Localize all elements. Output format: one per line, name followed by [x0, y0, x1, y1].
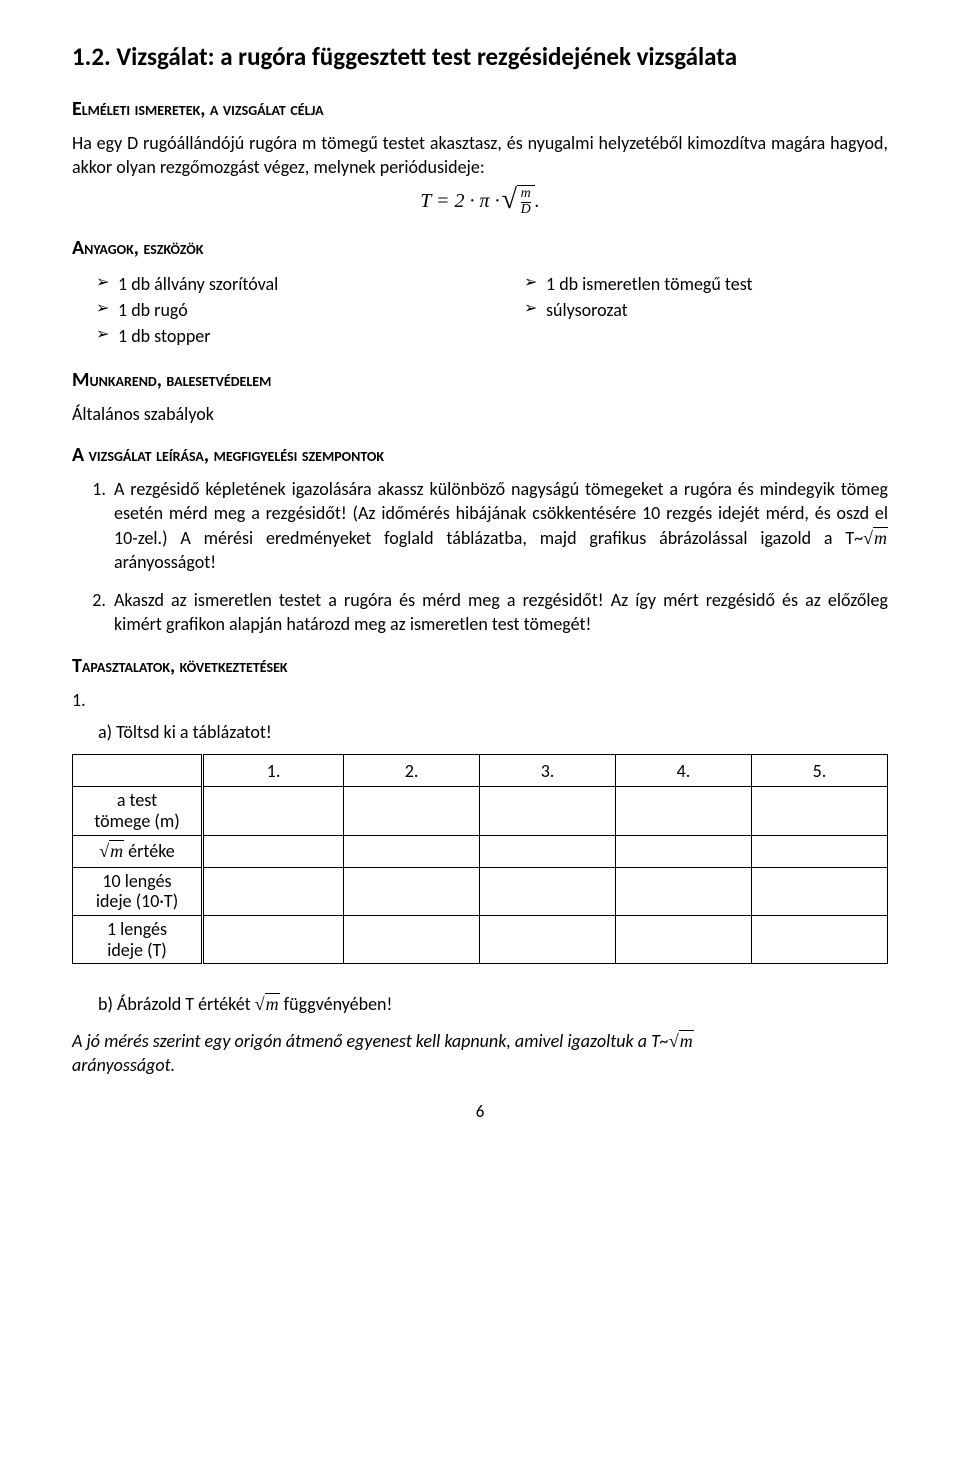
data-table-wrap: 1. 2. 3. 4. 5. a test tömege (m) √m érté… [72, 754, 888, 964]
table-cell[interactable] [480, 787, 616, 835]
col-header: 2. [344, 755, 480, 787]
theory-paragraph: Ha egy D rugóállándójú rugóra m tömegű t… [72, 131, 888, 180]
rh-line2: tömege (m) [94, 810, 179, 832]
sqrt-m-inline: √m [863, 527, 888, 548]
sqrt-expression: √ m D [505, 185, 535, 218]
fraction-numerator: m [521, 187, 531, 202]
page-title: 1.2. Vizsgálat: a rugóra függesztett tes… [72, 40, 888, 74]
page-number: 6 [72, 1101, 888, 1124]
desc-item-1: A rezgésidő képletének igazolására akass… [110, 477, 888, 574]
table-cell[interactable] [751, 787, 887, 835]
list-item: 1 db állvány szorítóval [96, 272, 460, 296]
desc-item-1-tail: arányosságot! [114, 551, 216, 573]
table-cell[interactable] [751, 916, 887, 964]
row-header: a test tömege (m) [73, 787, 203, 835]
row-header: √m értéke [73, 835, 203, 867]
fraction-denominator: D [521, 202, 531, 218]
col-header: 1. [203, 755, 344, 787]
table-cell[interactable] [203, 916, 344, 964]
rh-line2: ideje (T) [107, 939, 167, 961]
closing-paragraph: A jó mérés szerint egy origón átmenő egy… [72, 1029, 888, 1078]
col-header: 4. [616, 755, 752, 787]
formula-tail: . [535, 190, 540, 212]
heading-description: A vizsgálat leírása, megfigyelési szempo… [72, 442, 888, 469]
closing-pre: A jó mérés szerint egy origón átmenő egy… [72, 1030, 669, 1052]
table-cell[interactable] [344, 867, 480, 915]
rh-line1: 1 lengés [107, 918, 167, 940]
col-header: 5. [751, 755, 887, 787]
table-cell[interactable] [616, 867, 752, 915]
list-item: 1 db rugó [96, 298, 460, 322]
table-cell[interactable] [344, 787, 480, 835]
sqrt-m-inline: √m [99, 840, 124, 861]
heading-theory: Elméleti ismeretek, a vizsgálat célja [72, 96, 888, 123]
table-cell[interactable] [751, 867, 887, 915]
rh-line1: a test [117, 789, 157, 811]
heading-safety: Munkarend, balesetvédelem [72, 367, 888, 394]
table-corner [73, 755, 203, 787]
table-cell[interactable] [616, 835, 752, 867]
row-header: 1 lengés ideje (T) [73, 916, 203, 964]
rh-line2: ideje (10·T) [96, 890, 178, 912]
desc-item-1-text: A rezgésidő képletének igazolására akass… [114, 478, 888, 549]
description-list: A rezgésidő képletének igazolására akass… [72, 477, 888, 637]
col-header: 3. [480, 755, 616, 787]
table-cell[interactable] [344, 916, 480, 964]
rh-line2: értéke [124, 840, 175, 862]
list-item: 1 db ismeretlen tömegű test [524, 272, 888, 296]
results-b-pre: b) Ábrázold T értékét [98, 993, 255, 1015]
results-b: b) Ábrázold T értékét √m függvényében! [98, 992, 888, 1016]
desc-item-2: Akaszd az ismeretlen testet a rugóra és … [110, 588, 888, 637]
sqrt-m-inline: √m [669, 1030, 694, 1051]
results-number: 1. [72, 688, 888, 712]
results-a: a) Töltsd ki a táblázatot! [98, 720, 888, 744]
heading-results: Tapasztalatok, következtetések [72, 653, 888, 680]
table-cell[interactable] [616, 787, 752, 835]
results-b-post: függvényében! [280, 993, 393, 1015]
table-cell[interactable] [480, 867, 616, 915]
tools-columns: 1 db állvány szorítóval 1 db rugó 1 db s… [72, 270, 888, 351]
safety-text: Általános szabályok [72, 402, 888, 426]
radical-icon: √ [502, 181, 517, 219]
row-header: 10 lengés ideje (10·T) [73, 867, 203, 915]
table-cell[interactable] [203, 787, 344, 835]
table-cell[interactable] [203, 867, 344, 915]
list-item: súlysorozat [524, 298, 888, 322]
formula: T = 2 · π · √ m D . [72, 185, 888, 218]
data-table: 1. 2. 3. 4. 5. a test tömege (m) √m érté… [72, 754, 888, 964]
heading-tools: Anyagok, eszközök [72, 235, 888, 262]
tools-list-right: 1 db ismeretlen tömegű test súlysorozat [500, 272, 888, 323]
formula-lhs: T = 2 · π · [420, 190, 499, 212]
table-cell[interactable] [616, 916, 752, 964]
list-item: 1 db stopper [96, 324, 460, 348]
table-cell[interactable] [203, 835, 344, 867]
table-cell[interactable] [751, 835, 887, 867]
table-cell[interactable] [480, 916, 616, 964]
table-cell[interactable] [480, 835, 616, 867]
tools-list-left: 1 db állvány szorítóval 1 db rugó 1 db s… [72, 272, 460, 349]
rh-line1: 10 lengés [102, 870, 171, 892]
closing-post: arányosságot. [72, 1054, 175, 1076]
table-cell[interactable] [344, 835, 480, 867]
sqrt-m-inline: √m [255, 993, 280, 1014]
